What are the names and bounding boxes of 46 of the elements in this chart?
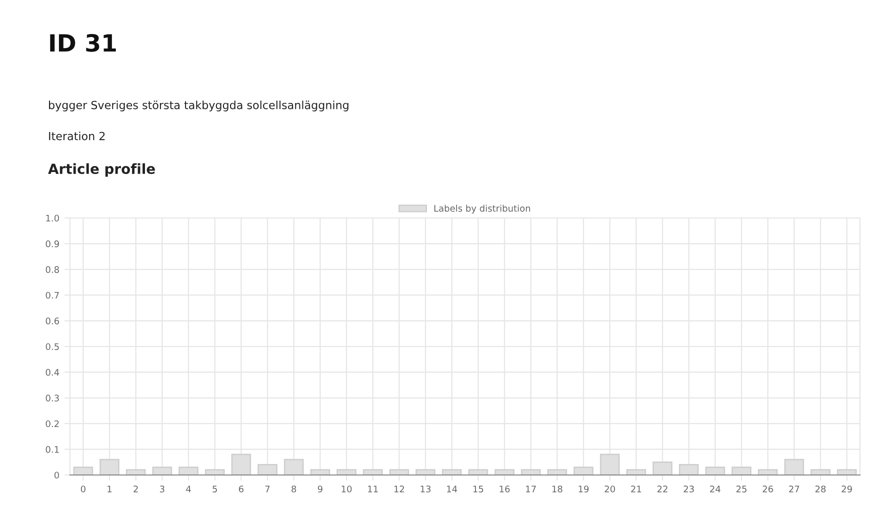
text: Iteration 2 <box>49 132 105 140</box>
x-tick-label: 7 <box>265 486 270 492</box>
x-tick-label: 21 <box>631 486 642 492</box>
x-tick-label: 4 <box>186 486 191 492</box>
y-tick-label: 0.5 <box>46 343 59 350</box>
x-tick-label: 2 <box>134 486 138 492</box>
y-tick-label: 0.2 <box>46 420 59 428</box>
x-tick-label: 18 <box>552 486 562 492</box>
y-tick-label: 0.8 <box>46 266 59 273</box>
x-tick-label: 19 <box>578 486 589 492</box>
x-tick-label: 20 <box>604 486 615 492</box>
x-tick-label: 24 <box>710 486 720 492</box>
x-tick-label: 14 <box>447 486 458 492</box>
legend-label: Labels by distribution <box>434 204 530 214</box>
x-tick-label: 28 <box>815 486 826 492</box>
x-tick-label: 25 <box>736 486 746 492</box>
x-tick-label: 5 <box>212 486 217 492</box>
x-tick-label: 15 <box>473 486 484 492</box>
y-tick-label: 0.7 <box>46 292 59 299</box>
x-tick-label: 0 <box>80 486 86 492</box>
x-tick-label: 12 <box>394 486 404 492</box>
chart-title: ID 31 <box>50 34 116 52</box>
y-tick-label: 0.1 <box>46 446 59 453</box>
x-tick-label: 3 <box>160 486 164 492</box>
x-tick-label: 23 <box>684 486 694 492</box>
x-tick-label: 9 <box>318 486 322 492</box>
x-tick-label: 11 <box>368 486 378 492</box>
x-tick-label: 29 <box>842 486 852 492</box>
x-tick-label: 1 <box>108 486 112 492</box>
x-tick-label: 6 <box>238 486 244 492</box>
x-tick-label: 13 <box>420 486 431 492</box>
y-tick-label: 0.4 <box>46 368 60 376</box>
y-tick-label: 0.9 <box>46 240 59 248</box>
x-tick-label: 17 <box>526 486 536 492</box>
y-tick-label: 1.0 <box>46 214 59 222</box>
y-tick-label: 0.6 <box>46 318 60 324</box>
x-tick-label: 16 <box>500 486 510 492</box>
x-tick-label: 22 <box>657 486 668 492</box>
x-tick-label: 26 <box>762 486 774 492</box>
y-tick-label: 0.3 <box>46 394 59 402</box>
chart-subtitle: bygger Sveriges största takbyggda solcellsanläggning <box>49 100 348 112</box>
x-tick-label: 8 <box>292 486 296 492</box>
x-tick-label: 10 <box>342 486 352 492</box>
text: Article profile <box>48 163 155 177</box>
y-tick-label: 0 <box>54 472 59 479</box>
x-tick-label: 27 <box>789 486 800 492</box>
